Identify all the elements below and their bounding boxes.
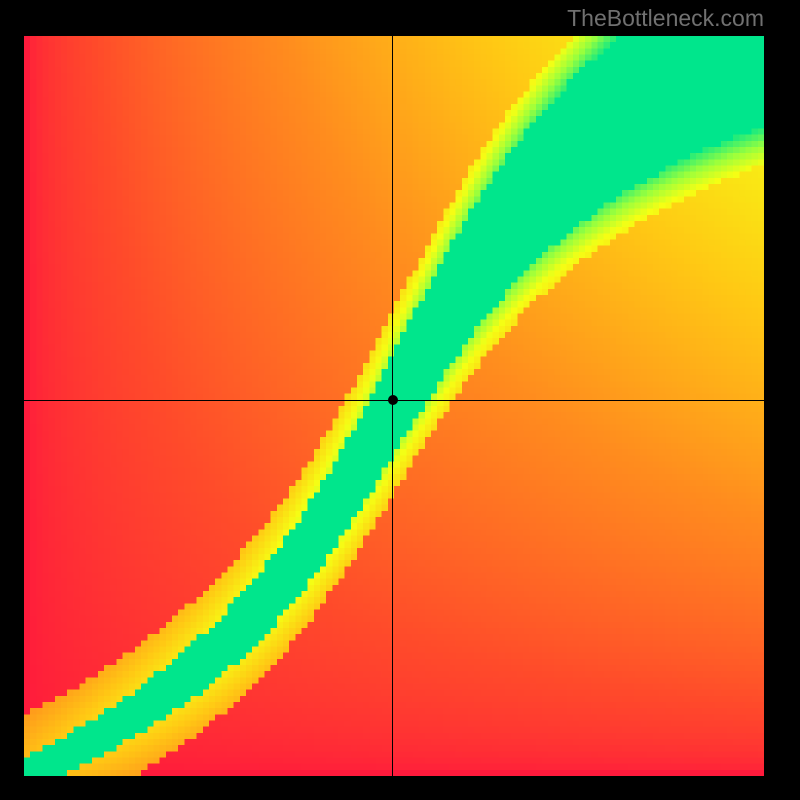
bottleneck-heatmap: [24, 36, 764, 776]
crosshair-vertical: [392, 36, 393, 776]
chart-container: { "chart": { "type": "heatmap", "plot_ar…: [0, 0, 800, 800]
data-point-marker: [388, 395, 398, 405]
watermark-text: TheBottleneck.com: [567, 5, 764, 32]
